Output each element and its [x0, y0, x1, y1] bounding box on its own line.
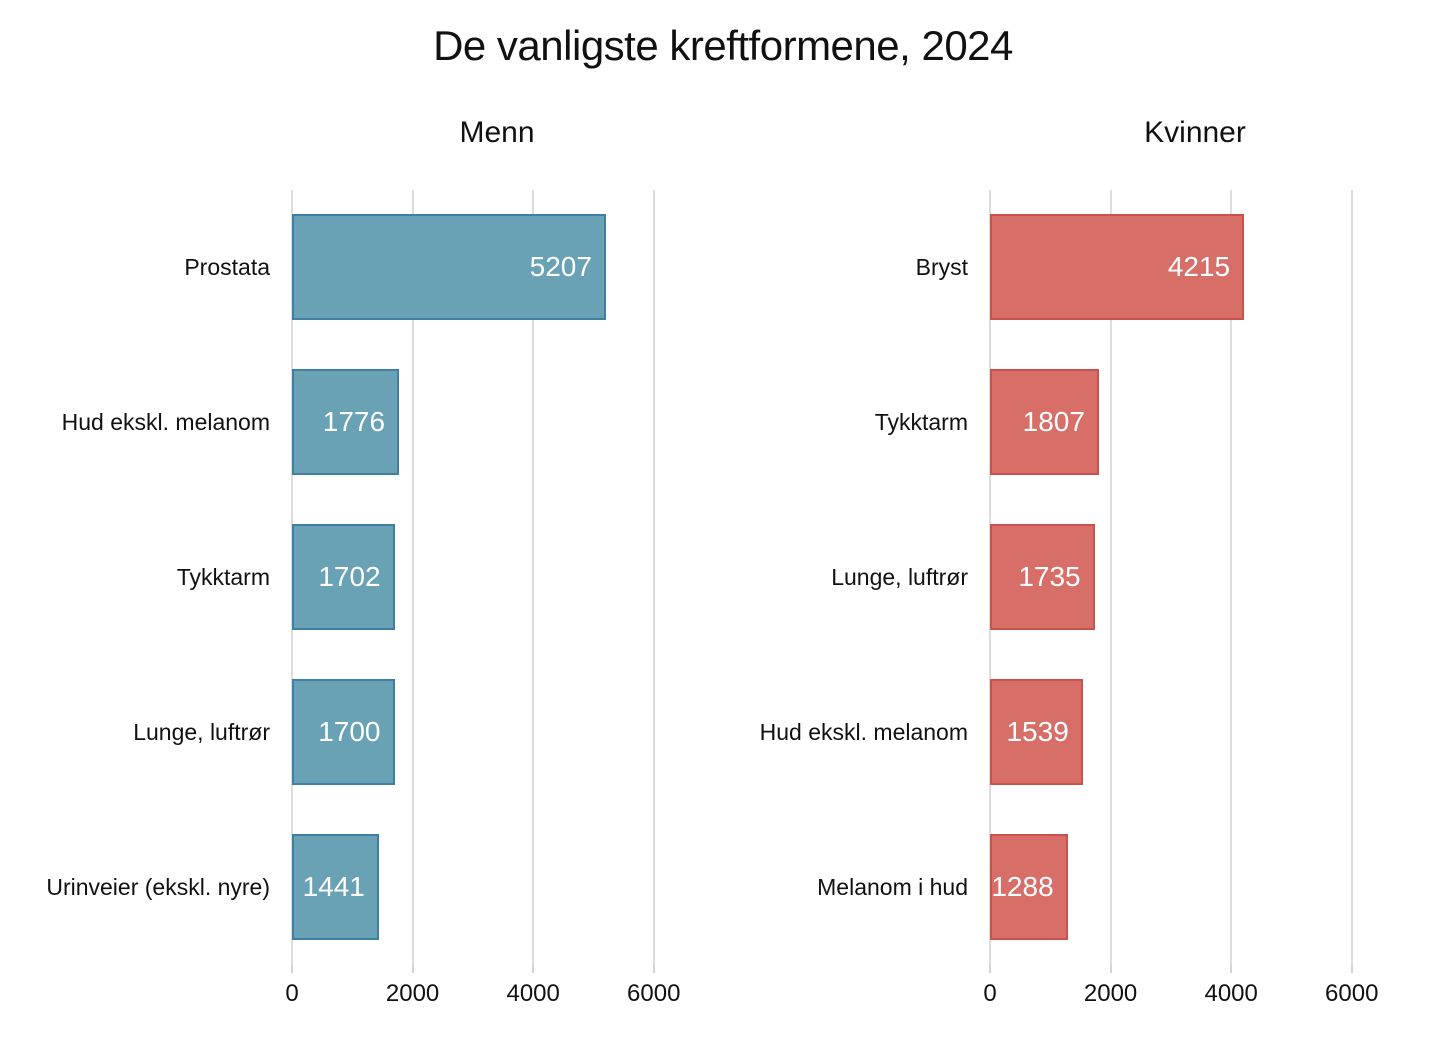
- panel-menn: Menn Prostata Hud ekskl. melanom Tykktarm L…: [6, 108, 708, 1028]
- axis-tick: [532, 965, 535, 973]
- axis-tick-label: 2000: [1083, 980, 1138, 1007]
- axis-tick: [411, 965, 414, 973]
- bar-value-label: 4215: [1167, 251, 1231, 282]
- bar-row: 1288: [990, 810, 1400, 965]
- bar: 1702: [292, 524, 395, 630]
- bar: 1700: [292, 679, 395, 785]
- axis-tick: [1230, 965, 1233, 973]
- category-label: Tykktarm: [874, 409, 968, 435]
- gridline: [1109, 190, 1112, 965]
- category-label: Melanom i hud: [817, 874, 968, 900]
- category-label: Urinveier (ekskl. nyre): [46, 874, 270, 900]
- axis-tick-label: 0: [983, 980, 997, 1007]
- axis-tick: [1350, 965, 1353, 973]
- category-label: Bryst: [915, 254, 968, 280]
- bar-value-label: 1539: [1006, 716, 1069, 747]
- bar-row: 1700: [292, 655, 702, 810]
- axis-tick-label: 6000: [1325, 980, 1379, 1007]
- category-label: Prostata: [184, 254, 270, 280]
- bar-row: 1735: [990, 500, 1400, 655]
- bar: 4215: [990, 214, 1245, 320]
- axis-tick-label: 4000: [1204, 980, 1258, 1007]
- panel-kvinner-plot-area: 0 2000 4000 6000 4215 1807 1735 1539 1288: [983, 190, 1400, 1007]
- axis-tick: [1109, 965, 1112, 973]
- bar-row: 1702: [292, 500, 702, 655]
- bar-value-label: 1288: [991, 871, 1054, 902]
- category-label: Hud ekskl. melanom: [61, 409, 270, 435]
- bar-row: 1776: [292, 345, 702, 500]
- chart-title: De vanligste kreftformene, 2024: [433, 22, 1013, 69]
- gridline: [532, 190, 535, 965]
- gridline: [1230, 190, 1233, 965]
- bar: 1735: [990, 524, 1095, 630]
- category-label: Lunge, luftrør: [133, 719, 270, 745]
- bar-value-label: 1735: [1018, 561, 1081, 592]
- bar: 1441: [292, 834, 379, 940]
- panel-kvinner-category-labels: Bryst Tykktarm Lunge, luftrør Hud ekskl. me…: [704, 190, 968, 965]
- panel-menn-category-labels: Prostata Hud ekskl. melanom Tykktarm Lunge,…: [6, 190, 270, 965]
- axis-tick-label: 0: [285, 980, 299, 1007]
- bar: 1807: [990, 369, 1099, 475]
- bar-value-label: 1776: [322, 406, 386, 437]
- bar-row: 1807: [990, 345, 1400, 500]
- panel-kvinner-subtitle: Kvinner: [1144, 116, 1246, 149]
- bar-value-label: 1700: [318, 716, 381, 747]
- axis-tick-label: 4000: [506, 980, 560, 1007]
- gridline: [411, 190, 414, 965]
- gridline: [652, 190, 655, 965]
- bar: 1776: [292, 369, 400, 475]
- bar-value-label: 1441: [302, 871, 365, 902]
- bar-row: 1441: [292, 810, 702, 965]
- axis-tick: [291, 965, 293, 973]
- bar-row: 1539: [990, 655, 1400, 810]
- axis-tick-label: 6000: [627, 980, 681, 1007]
- bar: 5207: [292, 214, 606, 320]
- panel-kvinner: Kvinner Bryst Tykktarm Lunge, luftrør Hud e…: [704, 108, 1406, 1028]
- bar-value-label: 5207: [529, 251, 592, 282]
- panel-menn-subtitle: Menn: [459, 116, 535, 149]
- bar: 1539: [990, 679, 1083, 785]
- category-label: Tykktarm: [176, 564, 270, 590]
- category-label: Lunge, luftrør: [831, 564, 968, 590]
- axis-tick: [989, 965, 991, 973]
- panel-menn-plot-area: 0 2000 4000 6000 5207 1776 1702 1700 1441: [285, 190, 702, 1007]
- axis-tick-label: 2000: [385, 980, 440, 1007]
- bar-row: 4215: [990, 190, 1400, 345]
- category-label: Hud ekskl. melanom: [759, 719, 968, 745]
- bar-value-label: 1702: [318, 561, 381, 592]
- gridline: [1350, 190, 1353, 965]
- bar: 1288: [990, 834, 1068, 940]
- axis-tick: [652, 965, 655, 973]
- bar-value-label: 1807: [1022, 406, 1085, 437]
- bar-row: 5207: [292, 190, 702, 345]
